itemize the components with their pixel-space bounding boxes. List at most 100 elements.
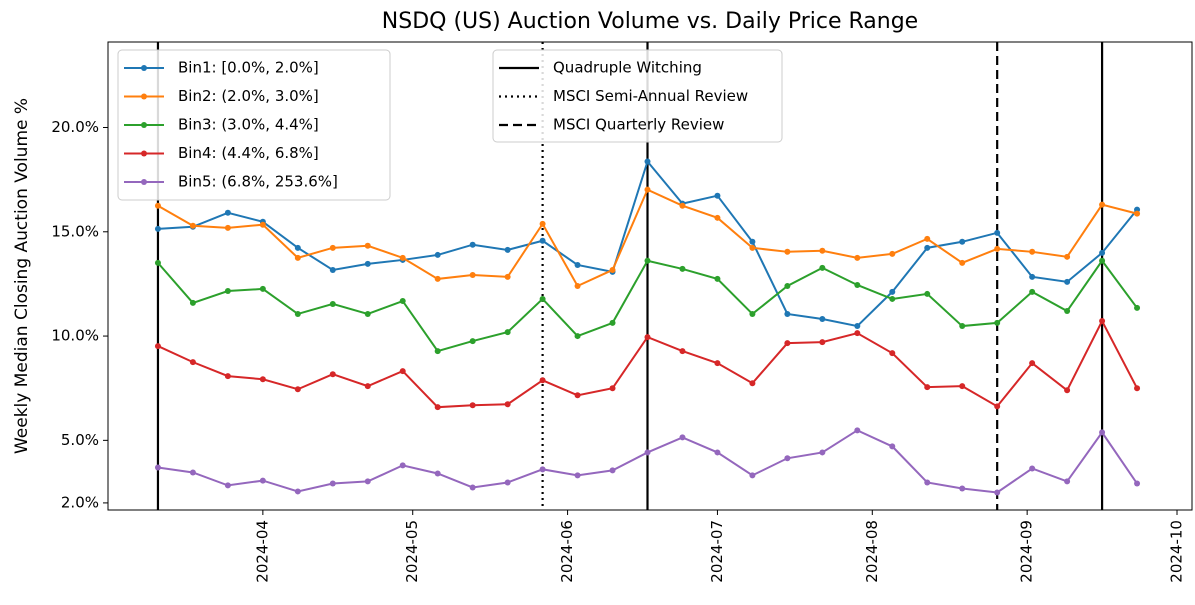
data-point (609, 385, 616, 392)
data-point (994, 229, 1001, 236)
legend-label: Bin2: (2.0%, 3.0%] (178, 87, 319, 105)
data-point (924, 235, 931, 242)
data-point (644, 334, 651, 341)
x-tick-label: 2024-05 (403, 520, 421, 583)
data-point (294, 310, 301, 317)
data-point (574, 333, 581, 340)
data-point (189, 359, 196, 366)
data-point (1134, 210, 1141, 217)
data-point (574, 472, 581, 479)
data-point (259, 477, 266, 484)
data-point (889, 288, 896, 295)
data-point (679, 202, 686, 209)
x-tick-label: 2024-09 (1018, 520, 1036, 583)
data-point (784, 455, 791, 462)
x-tick-label: 2024-06 (558, 520, 576, 583)
data-point (714, 360, 721, 367)
data-point (434, 251, 441, 258)
data-point (364, 310, 371, 317)
data-point (364, 242, 371, 249)
plot-frame (107, 41, 1193, 511)
data-point (399, 298, 406, 305)
data-point (889, 295, 896, 302)
data-point (959, 238, 966, 245)
data-point (469, 241, 476, 248)
data-point (749, 472, 756, 479)
data-point (749, 310, 756, 317)
data-point (329, 244, 336, 251)
data-point (1099, 429, 1106, 436)
data-point (1099, 318, 1106, 325)
data-point (1029, 465, 1036, 472)
legend-label: Bin4: (4.4%, 6.8%] (178, 144, 319, 162)
x-tick-label: 2024-08 (863, 520, 881, 583)
data-point (259, 221, 266, 228)
data-point (959, 323, 966, 330)
x-tick-label: 2024-10 (1168, 520, 1186, 583)
data-point (924, 479, 931, 486)
y-tick-label: 15.0% (51, 222, 99, 240)
legend-label: Bin3: (3.0%, 4.4%] (178, 116, 319, 134)
data-point (854, 323, 861, 330)
data-point (854, 427, 861, 434)
data-point (399, 462, 406, 469)
data-point (819, 449, 826, 456)
data-point (1029, 360, 1036, 367)
data-point (1064, 253, 1071, 260)
data-point (889, 250, 896, 257)
data-point (784, 248, 791, 255)
data-point (749, 238, 756, 245)
legend-box (492, 49, 783, 143)
data-point (189, 299, 196, 306)
data-point (154, 464, 161, 471)
data-point (259, 376, 266, 383)
data-point (504, 329, 511, 336)
data-point (364, 478, 371, 485)
legend-marker (141, 179, 147, 185)
data-point (959, 485, 966, 492)
data-point (889, 350, 896, 357)
data-point (609, 319, 616, 326)
data-point (959, 383, 966, 390)
data-point (1134, 480, 1141, 487)
legend-label: MSCI Semi-Annual Review (553, 87, 748, 105)
data-point (609, 467, 616, 474)
data-point (574, 392, 581, 399)
legend-label: MSCI Quarterly Review (553, 116, 724, 134)
data-point (819, 339, 826, 346)
data-point (294, 386, 301, 393)
data-point (504, 401, 511, 408)
legend-label: Quadruple Witching (553, 59, 702, 77)
data-point (539, 466, 546, 473)
data-point (994, 319, 1001, 326)
data-point (294, 488, 301, 495)
data-point (224, 288, 231, 295)
data-point (679, 348, 686, 355)
data-point (574, 261, 581, 268)
data-point (924, 384, 931, 391)
data-point (1064, 478, 1071, 485)
data-point (294, 244, 301, 251)
data-point (644, 449, 651, 456)
data-point (854, 254, 861, 261)
data-point (994, 489, 1001, 496)
data-point (959, 259, 966, 266)
y-tick-label: 5.0% (61, 431, 99, 449)
data-point (329, 480, 336, 487)
data-point (224, 224, 231, 231)
data-point (539, 220, 546, 227)
data-point (854, 330, 861, 337)
data-point (399, 254, 406, 261)
data-point (224, 482, 231, 489)
data-point (574, 283, 581, 290)
data-point (714, 275, 721, 282)
data-point (1099, 257, 1106, 264)
data-point (924, 290, 931, 297)
chart-title: NSDQ (US) Auction Volume vs. Daily Price… (382, 9, 918, 34)
data-point (469, 484, 476, 491)
data-point (889, 443, 896, 450)
data-point (1064, 308, 1071, 315)
data-point (714, 192, 721, 199)
legend-label: Bin5: (6.8%, 253.6%] (178, 173, 338, 191)
data-point (259, 285, 266, 292)
